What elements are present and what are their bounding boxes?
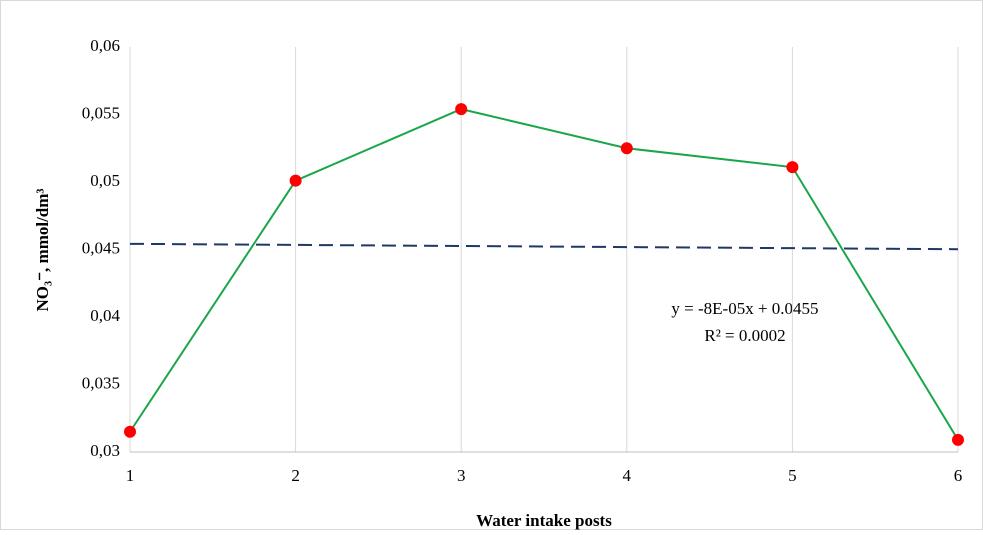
trend-equation: y = -8E-05x + 0.0455	[671, 299, 818, 318]
trend-r-squared: R² = 0.0002	[704, 326, 785, 345]
y-tick-label: 0,035	[82, 373, 120, 392]
y-tick-label: 0,055	[82, 103, 120, 122]
data-point	[786, 161, 799, 174]
x-tick-label: 3	[457, 466, 466, 485]
x-tick-label: 1	[126, 466, 135, 485]
x-axis-label: Water intake posts	[476, 511, 612, 530]
data-point	[620, 142, 633, 155]
y-axis-label: NO₃⁻, mmol/dm³	[33, 188, 52, 311]
data-point	[289, 174, 302, 187]
series-line	[129, 108, 959, 441]
x-tick-label: 4	[623, 466, 632, 485]
trendline	[129, 242, 959, 251]
data-point	[124, 425, 136, 438]
y-tick-label: 0,03	[90, 441, 120, 460]
x-tick-label: 2	[291, 466, 300, 485]
data-point	[455, 103, 468, 116]
y-tick-label: 0,06	[90, 36, 120, 55]
y-tick-label: 0,045	[82, 238, 120, 257]
x-tick-label: 5	[788, 466, 797, 485]
y-tick-label: 0,04	[90, 306, 120, 325]
data-point	[952, 433, 964, 446]
x-tick-label: 6	[954, 466, 963, 485]
y-tick-label: 0,05	[90, 171, 120, 190]
